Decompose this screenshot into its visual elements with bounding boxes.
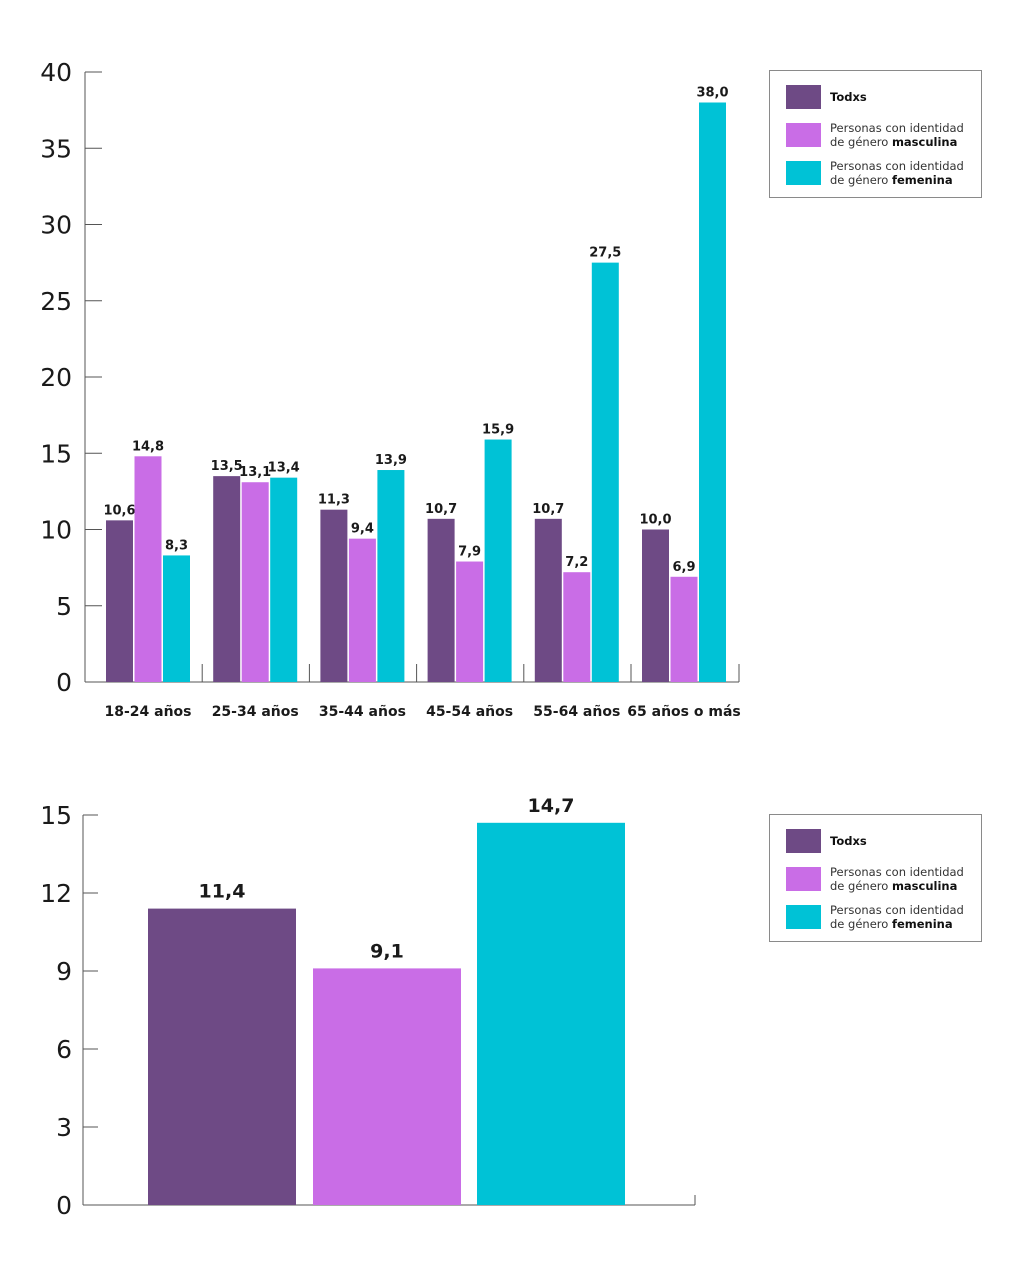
bar <box>163 555 190 682</box>
legend-label-femenina: Personas con identidad de género femenina <box>830 159 964 187</box>
data-label: 15,9 <box>482 423 514 438</box>
y-tick-label: 25 <box>40 287 72 316</box>
bar <box>699 102 726 682</box>
y-tick-label: 6 <box>56 1035 72 1064</box>
y-tick-label: 9 <box>56 957 72 986</box>
bar <box>213 476 241 682</box>
data-label: 13,5 <box>211 459 243 474</box>
data-label: 27,5 <box>589 246 621 261</box>
x-category-label: 65 años o más <box>627 704 740 720</box>
y-tick-label: 5 <box>56 592 72 621</box>
legend-swatch-todxs <box>786 85 821 109</box>
legend-swatch-femenina <box>786 161 821 185</box>
bar <box>320 509 348 682</box>
data-label: 14,8 <box>132 439 164 454</box>
bar <box>377 470 405 682</box>
bar <box>670 576 698 682</box>
legend-item-masculina: Personas con identidad de género masculin… <box>786 121 964 149</box>
data-label: 10,0 <box>639 513 671 528</box>
data-label: 13,9 <box>375 453 407 468</box>
y-tick-label: 30 <box>40 211 72 240</box>
legend-item-todxs: Todxs <box>786 85 867 109</box>
legend-label-masculina: Personas con identidad de género masculin… <box>830 121 964 149</box>
bar <box>591 262 619 682</box>
legend-label-todxs: Todxs <box>830 834 867 848</box>
data-label: 13,1 <box>239 465 271 480</box>
bar <box>484 439 512 682</box>
x-category-label: 35-44 años <box>319 704 406 720</box>
data-label: 7,2 <box>565 555 588 570</box>
legend-item-todxs: Todxs <box>786 829 867 853</box>
data-label: 9,4 <box>351 522 374 537</box>
y-tick-label: 15 <box>40 439 72 468</box>
y-tick-label: 0 <box>56 668 72 697</box>
y-tick-label: 3 <box>56 1113 72 1142</box>
legend-swatch-masculina <box>786 123 821 147</box>
bar <box>241 482 269 682</box>
data-label: 6,9 <box>672 560 695 575</box>
data-label: 8,3 <box>165 538 188 553</box>
y-tick-label: 20 <box>40 363 72 392</box>
bar <box>534 518 562 682</box>
legend-top: Todxs Personas con identidad de género ma… <box>769 70 982 198</box>
y-tick-label: 12 <box>40 879 72 908</box>
bar <box>313 968 461 1205</box>
data-label: 10,7 <box>425 502 457 517</box>
bar <box>563 572 591 682</box>
legend-label-todxs: Todxs <box>830 90 867 104</box>
data-label: 10,6 <box>103 503 135 518</box>
legend-swatch-femenina <box>786 905 821 929</box>
y-tick-label: 0 <box>56 1191 72 1220</box>
y-tick-label: 35 <box>40 134 72 163</box>
bar <box>348 538 376 682</box>
data-label: 11,4 <box>199 881 246 903</box>
bar <box>477 822 625 1205</box>
data-label: 14,7 <box>528 795 575 817</box>
legend-label-femenina: Personas con identidad de género femenina <box>830 903 964 931</box>
bar <box>427 518 455 682</box>
data-label: 38,0 <box>696 86 728 101</box>
bar <box>106 520 133 682</box>
legend-swatch-masculina <box>786 867 821 891</box>
y-tick-label: 15 <box>40 801 72 830</box>
x-category-label: 25-34 años <box>212 704 299 720</box>
legend-item-femenina: Personas con identidad de género femenina <box>786 903 964 931</box>
legend-swatch-todxs <box>786 829 821 853</box>
bar <box>456 561 484 682</box>
data-label: 7,9 <box>458 545 481 560</box>
legend-bottom: Todxs Personas con identidad de género ma… <box>769 814 982 942</box>
data-label: 13,4 <box>268 461 300 476</box>
x-category-label: 45-54 años <box>426 704 513 720</box>
x-category-label: 18-24 años <box>104 704 191 720</box>
bar <box>134 456 162 682</box>
y-tick-label: 40 <box>40 58 72 87</box>
data-label: 11,3 <box>318 493 350 508</box>
y-tick-label: 10 <box>40 516 72 545</box>
legend-item-masculina: Personas con identidad de género masculin… <box>786 865 964 893</box>
data-label: 10,7 <box>532 502 564 517</box>
legend-item-femenina: Personas con identidad de género femenina <box>786 159 964 187</box>
bar <box>148 908 296 1205</box>
data-label: 9,1 <box>370 940 404 962</box>
x-category-label: 55-64 años <box>533 704 620 720</box>
chart-age-groups: 0 5 10 15 20 25 30 35 40 18-24 años 10,6 14,8 8,3 25-… <box>40 58 741 720</box>
bar <box>642 529 669 682</box>
legend-label-masculina: Personas con identidad de género masculin… <box>830 865 964 893</box>
bar <box>270 477 298 682</box>
